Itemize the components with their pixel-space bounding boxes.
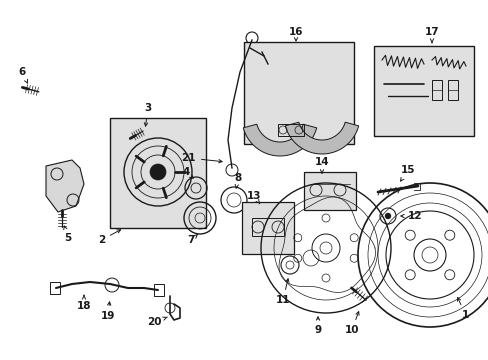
Text: 7: 7 bbox=[187, 234, 197, 245]
Circle shape bbox=[150, 164, 165, 180]
Text: 10: 10 bbox=[344, 312, 359, 335]
Text: 15: 15 bbox=[400, 165, 414, 181]
Bar bbox=[110, 118, 205, 228]
Text: 8: 8 bbox=[234, 173, 241, 189]
Bar bbox=[304, 172, 355, 210]
Bar bbox=[154, 284, 163, 296]
Text: 13: 13 bbox=[246, 191, 261, 204]
Text: 19: 19 bbox=[101, 302, 115, 321]
Text: 5: 5 bbox=[63, 226, 71, 243]
Polygon shape bbox=[243, 124, 316, 156]
Bar bbox=[242, 202, 293, 254]
Text: 1: 1 bbox=[457, 297, 468, 320]
Text: 3: 3 bbox=[144, 103, 151, 126]
Bar bbox=[278, 124, 304, 136]
Text: 9: 9 bbox=[314, 317, 321, 335]
Text: 21: 21 bbox=[181, 153, 222, 163]
Text: 18: 18 bbox=[77, 295, 91, 311]
Bar bbox=[373, 46, 473, 136]
Polygon shape bbox=[46, 160, 84, 212]
Polygon shape bbox=[285, 122, 358, 154]
Bar bbox=[244, 42, 353, 144]
Circle shape bbox=[384, 213, 390, 219]
Bar bbox=[447, 80, 457, 100]
Text: 20: 20 bbox=[147, 317, 167, 327]
Bar bbox=[50, 282, 60, 294]
Text: 14: 14 bbox=[314, 157, 328, 173]
Bar bbox=[251, 218, 284, 236]
Text: 17: 17 bbox=[424, 27, 438, 42]
Text: 6: 6 bbox=[19, 67, 27, 83]
Text: 12: 12 bbox=[400, 211, 422, 221]
Text: 16: 16 bbox=[288, 27, 303, 41]
Text: 4: 4 bbox=[182, 167, 193, 178]
Bar bbox=[431, 80, 441, 100]
Text: 2: 2 bbox=[98, 230, 121, 245]
Text: 11: 11 bbox=[275, 279, 290, 305]
